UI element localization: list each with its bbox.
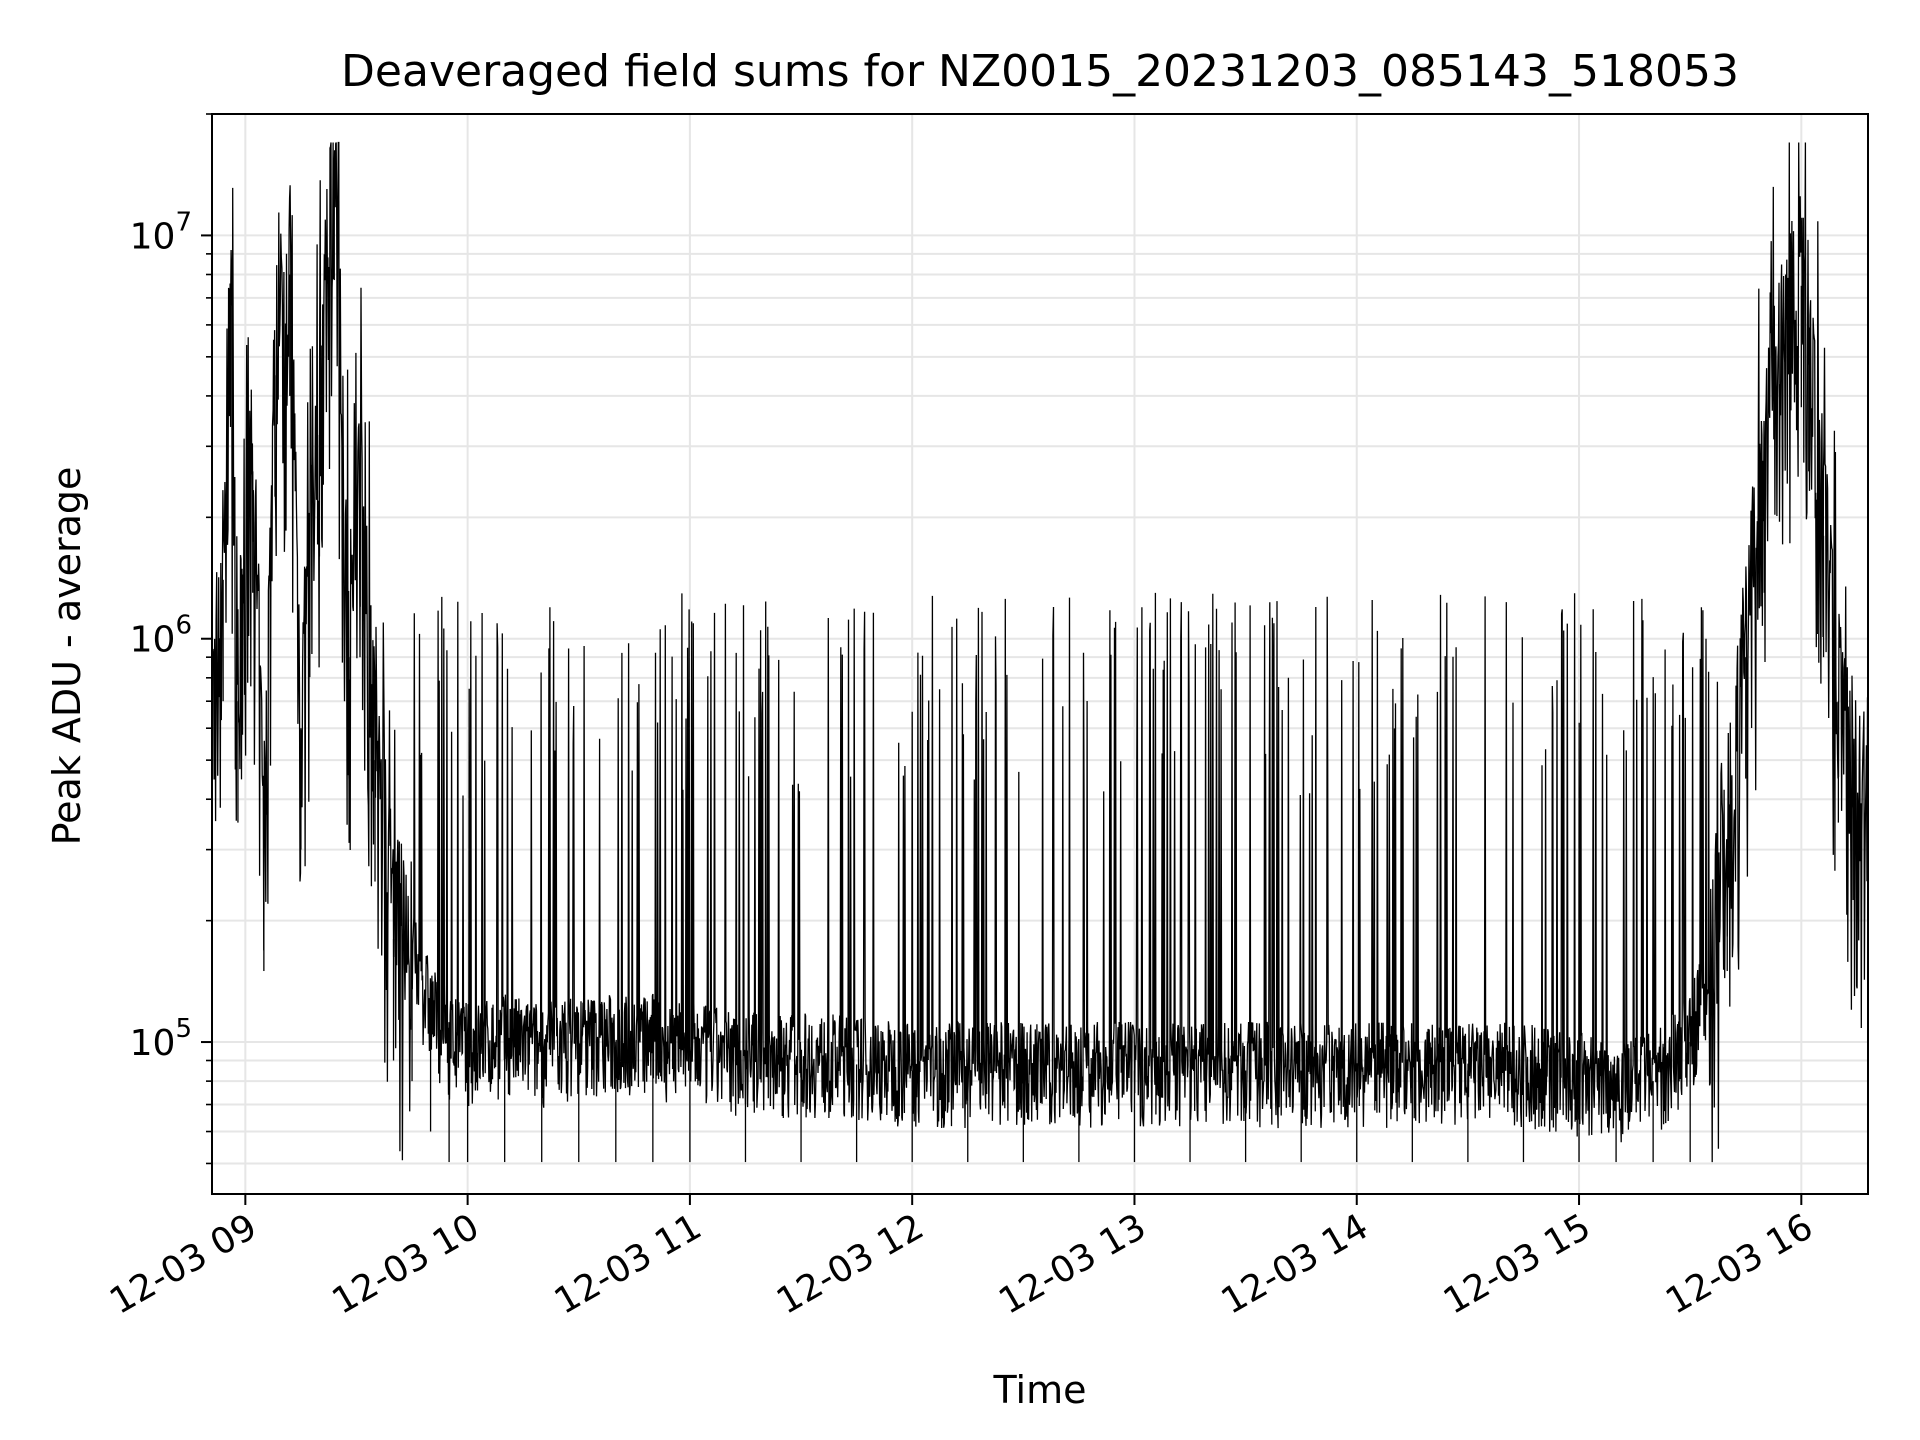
- y-tick-label: 105: [130, 1014, 192, 1064]
- plot-frame: [211, 113, 1869, 1195]
- y-tick-label: 107: [130, 207, 192, 257]
- y-axis-ticks: 105 106 107: [130, 113, 212, 1165]
- series-line: [211, 141, 1869, 1163]
- chart-title: Deaveraged field sums for NZ0015_2023120…: [341, 46, 1739, 97]
- data-series: [211, 141, 1869, 1163]
- x-axis-label: Time: [993, 1368, 1087, 1412]
- y-axis-label: Peak ADU - average: [45, 467, 89, 846]
- y-tick-label: 106: [130, 611, 192, 661]
